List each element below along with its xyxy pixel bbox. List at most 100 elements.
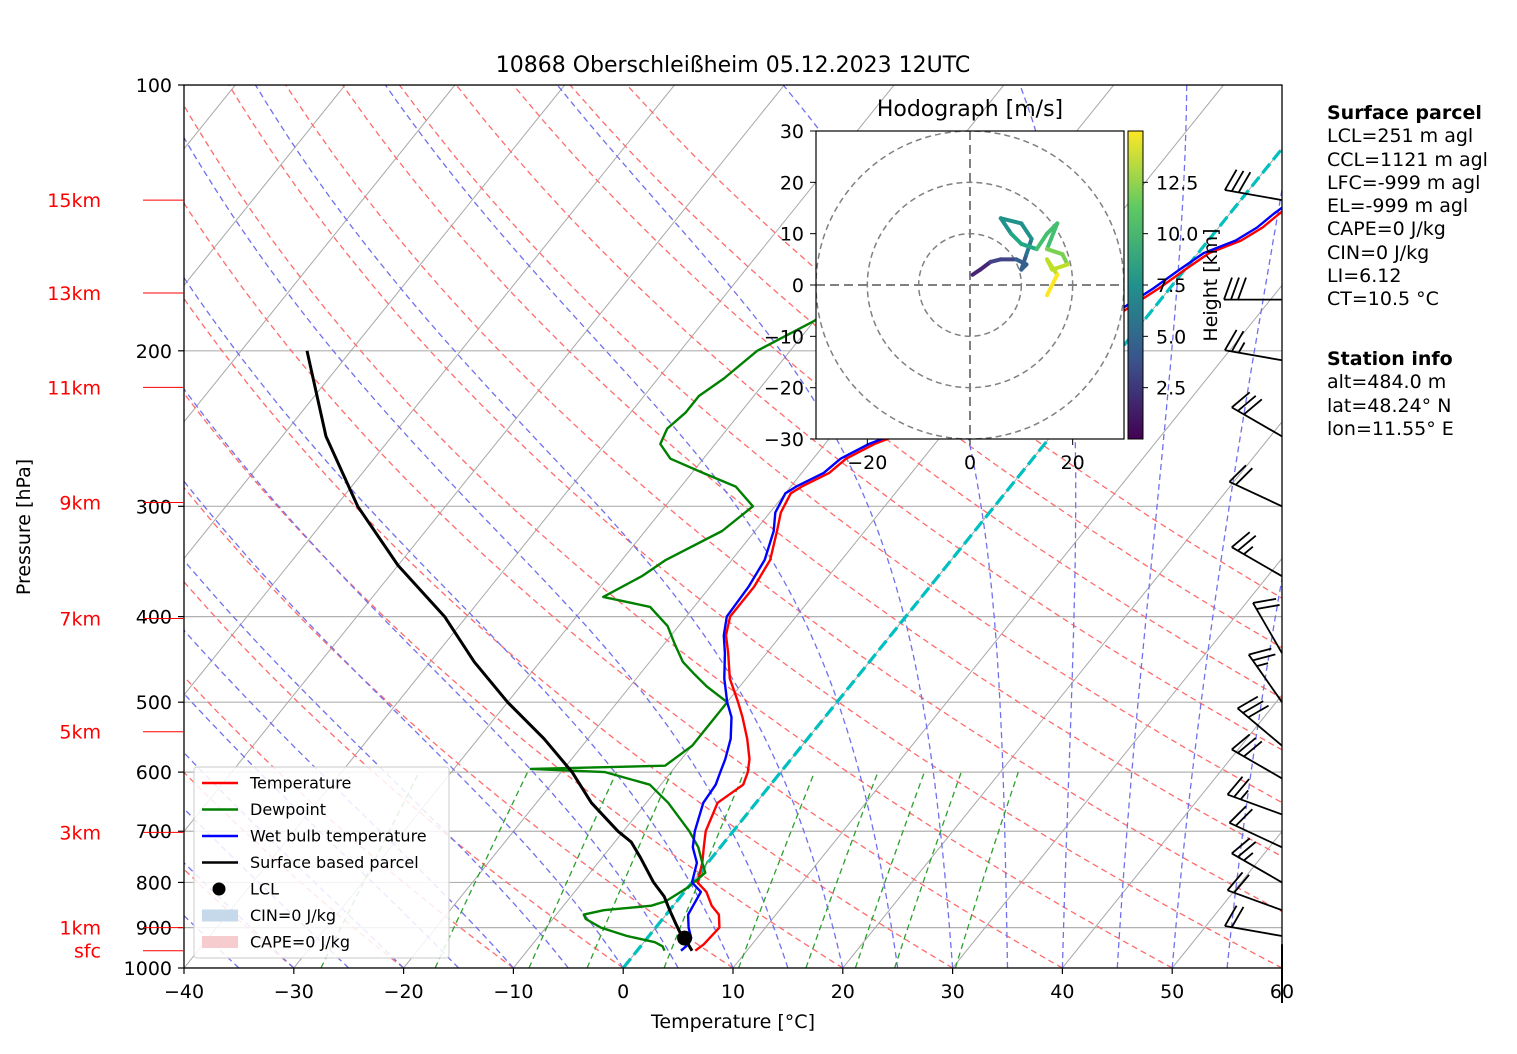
wind-barb: [1228, 464, 1283, 508]
isotherm: [842, 421, 1282, 968]
hodograph-y-tick-label: 30: [780, 121, 804, 143]
barb-shaft: [1247, 654, 1283, 703]
barb-flag: [1226, 776, 1244, 796]
legend-label: LCL: [250, 880, 279, 899]
barb-flag: [1228, 805, 1247, 824]
hodograph-segment: [1034, 231, 1049, 252]
barb-flag: [1243, 852, 1254, 862]
legend: Temperature Dewpoint Wet bulb temperature S…: [193, 766, 450, 959]
barb-flag: [1237, 277, 1247, 300]
barb-flag: [1256, 604, 1280, 610]
legend-label: Surface based parcel: [250, 853, 419, 872]
barb-shaft: [1231, 852, 1283, 884]
isotherm: [184, 85, 456, 423]
height-label: 3km: [59, 822, 101, 844]
barb-flag: [1237, 841, 1257, 858]
wind-barb: [1223, 277, 1282, 301]
y-tick-label: 800: [136, 872, 172, 894]
colorbar-tick-label: 5.0: [1156, 326, 1186, 348]
hodograph-x-tick-label: −20: [847, 452, 887, 474]
mixing-ratio-line: [434, 771, 529, 968]
barb-shaft: [1229, 821, 1283, 849]
barb-flag: [1237, 695, 1259, 710]
height-label: 1km: [59, 918, 101, 940]
legend-label: CIN=0 J/kg: [250, 906, 336, 925]
colorbar-tick-label: 10.0: [1156, 224, 1198, 246]
y-tick-label: 200: [136, 341, 172, 363]
series-dewpoint: [529, 184, 1026, 952]
hodograph-segment: [978, 259, 993, 272]
height-label: 13km: [47, 283, 101, 305]
wind-barb: [1224, 905, 1283, 937]
isotherm: [184, 85, 785, 833]
legend-label: CAPE=0 J/kg: [250, 933, 350, 952]
barb-flag: [1239, 789, 1249, 800]
isotherm: [184, 85, 675, 696]
barb-flag: [1237, 534, 1257, 552]
hodograph-plot: [816, 131, 1124, 439]
barb-flag: [1233, 874, 1250, 894]
barb-flag: [1224, 169, 1238, 191]
barb-flag: [1252, 597, 1277, 604]
mixing-ratio-line: [805, 771, 879, 968]
barb-flag: [1256, 662, 1269, 668]
station-lat: lat=48.24° N: [1327, 394, 1452, 417]
height-label: 5km: [59, 722, 101, 744]
barb-flag: [1230, 170, 1245, 192]
surface-ccl: CCL=1121 m agl: [1327, 148, 1488, 171]
legend-label: Dewpoint: [250, 800, 326, 819]
mixing-ratio-line: [586, 771, 673, 968]
barb-flag: [1235, 808, 1253, 827]
barb-flag: [1230, 277, 1240, 300]
wind-barb: [1228, 805, 1283, 849]
wind-barb: [1226, 871, 1283, 912]
barb-flag: [1237, 171, 1252, 193]
barb-flag: [1230, 906, 1245, 928]
wind-barbs: [1223, 169, 1283, 1003]
hodograph-segment: [1047, 272, 1060, 293]
moist-adiabat: [1116, 85, 1188, 968]
wind-barb: [1231, 391, 1283, 438]
hodograph-segment: [1019, 252, 1029, 272]
hodograph-title: Hodograph [m/s]: [877, 97, 1063, 122]
y-tick-label: 300: [136, 496, 172, 518]
dry-adiabat: [184, 297, 953, 968]
hodograph-segment: [1009, 231, 1024, 246]
barb-flag: [1248, 647, 1272, 656]
chart-title: 10868 Oberschleißheim 05.12.2023 12UTC: [496, 53, 971, 78]
colorbar: [1127, 130, 1144, 440]
surface-cin: CIN=0 J/kg: [1327, 241, 1430, 264]
zero-isotherm: [621, 146, 1282, 968]
barb-shaft: [1224, 349, 1283, 362]
station-lon: lon=11.55° E: [1327, 417, 1454, 440]
moist-adiabat: [1171, 185, 1282, 968]
series-wet-bulb-temperature: [680, 206, 1282, 952]
x-axis-ticks: −40 −30 −20 −10 0 10 20 30 40 50 60: [164, 968, 1294, 1003]
mixing-ratio-line: [893, 771, 962, 968]
y-tick-label: 1000: [124, 958, 172, 980]
x-tick-label: −30: [274, 981, 314, 1003]
barb-flag: [1237, 342, 1246, 354]
x-tick-label: 50: [1160, 981, 1184, 1003]
hodograph-segment: [1045, 221, 1060, 252]
legend-label: Temperature: [249, 774, 351, 793]
barb-flag: [1224, 905, 1238, 927]
x-axis-label: Temperature [°C]: [650, 1011, 815, 1033]
hodograph-x-tick-label: 20: [1061, 452, 1085, 474]
barb-flag: [1243, 545, 1254, 555]
x-tick-label: 20: [831, 981, 855, 1003]
x-tick-label: 30: [941, 981, 965, 1003]
x-tick-label: −10: [493, 981, 533, 1003]
barb-flag: [1243, 740, 1263, 758]
dry-adiabat: [455, 85, 1282, 751]
barb-flag: [1226, 871, 1244, 891]
barb-flag: [1223, 277, 1233, 300]
barb-flag: [1231, 391, 1251, 409]
wind-barb: [1236, 695, 1283, 747]
hodograph-segment: [998, 216, 1014, 236]
barb-shaft: [1229, 480, 1283, 508]
moist-adiabat: [184, 629, 514, 968]
x-tick-label: −40: [164, 981, 204, 1003]
